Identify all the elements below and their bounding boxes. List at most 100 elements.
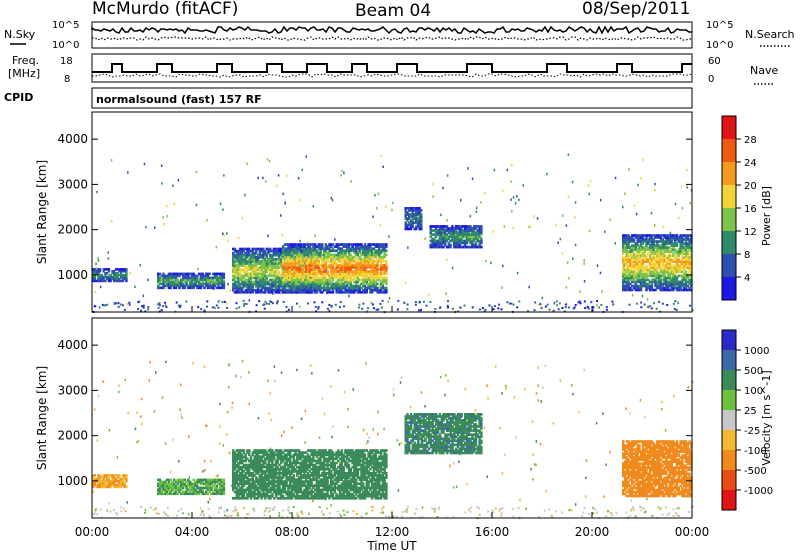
echo-cell [374, 268, 377, 271]
echo-cell [413, 217, 416, 220]
echo-cell [652, 278, 655, 282]
echo-cell [638, 270, 641, 274]
echo-cell [251, 264, 254, 267]
echo-cell [639, 266, 643, 270]
ground-scatter-point [179, 304, 182, 307]
echo-cell [99, 277, 102, 281]
echo-cell [100, 476, 104, 479]
echo-cell [330, 257, 333, 261]
echo-cell [376, 290, 379, 294]
echo-cell [460, 229, 463, 232]
echo-cell [641, 252, 645, 255]
echo-cell [636, 272, 639, 276]
scatter-point [126, 501, 128, 504]
echo-cell [276, 284, 279, 288]
echo-cell [351, 247, 354, 251]
echo-cell [215, 278, 218, 282]
echo-cell [271, 286, 274, 290]
echo-cell [278, 272, 281, 276]
echo-cell [420, 209, 423, 212]
ground-scatter-point [573, 306, 576, 309]
echo-cell [342, 259, 345, 263]
echo-cell [251, 256, 254, 259]
scatter-point [630, 499, 632, 502]
echo-cell [299, 270, 303, 273]
scatter-point [571, 384, 573, 387]
echo-cell [683, 274, 686, 278]
echo-cell [331, 272, 335, 275]
echo-cell [478, 239, 481, 243]
echo-cell [376, 259, 379, 263]
echo-cell [648, 260, 652, 263]
echo-cell [93, 268, 97, 271]
echo-cell [465, 233, 469, 236]
echo-cell [632, 268, 636, 272]
echo-cell [322, 253, 326, 257]
echo-cell [449, 233, 452, 236]
echo-cell [289, 288, 292, 292]
echo-cell [638, 248, 641, 251]
ground-scatter-point [328, 512, 331, 515]
echo-cell [324, 272, 328, 275]
echo-cell [355, 245, 358, 248]
ground-scatter-point [94, 305, 97, 308]
echo-cell [378, 276, 381, 280]
echo-cell [684, 248, 688, 251]
echo-cell [260, 288, 263, 292]
echo-cell [356, 276, 360, 280]
echo-cell [322, 270, 326, 273]
echo-cell [219, 492, 222, 496]
echo-cell [99, 273, 102, 277]
echo-cell [118, 481, 121, 485]
echo-cell [333, 249, 336, 253]
scatter-point [495, 365, 497, 368]
echo-cell [625, 246, 628, 249]
echo-cell [670, 260, 673, 263]
echo-cell [645, 288, 648, 292]
echo-cell [114, 279, 118, 283]
echo-cell [657, 272, 661, 276]
echo-cell [162, 492, 165, 496]
echo-cell [121, 478, 125, 481]
echo-cell [265, 266, 268, 269]
echo-cell [654, 240, 657, 243]
echo-cell [340, 255, 344, 259]
echo-cell [374, 288, 377, 292]
echo-cell [406, 217, 409, 220]
echo-cell [247, 284, 251, 288]
echo-cell [262, 274, 265, 278]
scatter-point [111, 220, 113, 223]
echo-cell [416, 213, 420, 216]
echo-cell [674, 234, 677, 237]
echo-cell [292, 284, 295, 288]
ground-scatter-point [334, 303, 337, 306]
ground-scatter-point [264, 300, 267, 303]
echo-cell [299, 278, 303, 282]
echo-cell [305, 278, 308, 282]
echo-cell [251, 284, 254, 288]
echo-cell [351, 255, 354, 259]
echo-cell [381, 276, 385, 280]
echo-cell [672, 288, 675, 292]
echo-cell [472, 239, 476, 243]
echo-cell [351, 249, 354, 253]
echo-cell [337, 270, 340, 273]
echo-cell [670, 280, 673, 284]
echo-cell [167, 278, 171, 282]
echo-cell [244, 274, 247, 278]
echo-cell [338, 278, 342, 282]
echo-cell [681, 280, 684, 284]
echo-cell [374, 253, 377, 257]
echo-cell [471, 239, 474, 243]
echo-cell [639, 244, 643, 247]
echo-cell [292, 286, 296, 290]
echo-cell [247, 253, 251, 257]
echo-cell [440, 231, 443, 234]
echo-cell [449, 229, 452, 232]
echo-cell [239, 264, 242, 267]
echo-cell [219, 482, 222, 486]
echo-cell [263, 272, 267, 276]
echo-cell [253, 256, 256, 259]
echo-cell [622, 288, 625, 292]
ground-scatter-point [273, 506, 276, 509]
